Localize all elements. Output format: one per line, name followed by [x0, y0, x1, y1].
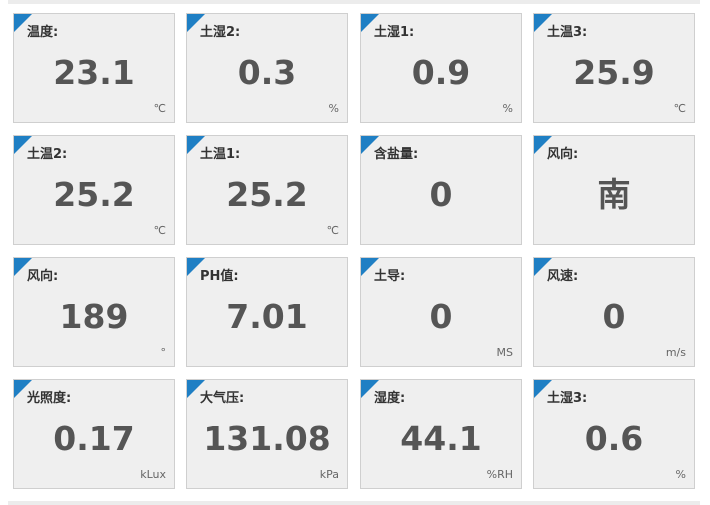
sensor-unit: ℃ — [153, 224, 166, 237]
sensor-unit: ℃ — [326, 224, 339, 237]
sensor-unit: ℃ — [673, 102, 686, 115]
top-divider — [8, 0, 700, 4]
corner-marker-icon — [187, 14, 205, 32]
sensor-card-ph: PH值: 7.01 — [186, 257, 348, 367]
sensor-card-illuminance: 光照度: 0.17 kLux — [13, 379, 175, 489]
sensor-value: 44.1 — [400, 419, 482, 458]
sensor-label: 土导: — [374, 269, 406, 284]
sensor-label: 大气压: — [200, 391, 245, 406]
sensor-unit: % — [502, 102, 513, 115]
sensor-value: 7.01 — [226, 297, 308, 336]
sensor-card-humidity: 湿度: 44.1 %RH — [360, 379, 522, 489]
corner-marker-icon — [534, 136, 552, 154]
sensor-label: 含盐量: — [374, 147, 419, 162]
sensor-card-wind-speed: 风速: 0 m/s — [533, 257, 695, 367]
sensor-card-soil-moisture-3: 土湿3: 0.6 % — [533, 379, 695, 489]
corner-marker-icon — [14, 136, 32, 154]
sensor-label: 光照度: — [27, 391, 72, 406]
sensor-label: 风向: — [547, 147, 579, 162]
sensor-label: 风向: — [27, 269, 59, 284]
sensor-value: 0.6 — [584, 419, 644, 458]
corner-marker-icon — [187, 380, 205, 398]
sensor-unit: m/s — [665, 346, 686, 359]
sensor-label: 温度: — [27, 25, 59, 40]
sensor-value: 0 — [429, 297, 453, 336]
corner-marker-icon — [187, 136, 205, 154]
corner-marker-icon — [534, 380, 552, 398]
sensor-label: 土温2: — [27, 147, 68, 162]
sensor-label: PH值: — [200, 269, 239, 284]
sensor-unit: kPa — [319, 468, 339, 481]
corner-marker-icon — [361, 380, 379, 398]
corner-marker-icon — [534, 258, 552, 276]
sensor-card-wind-direction-text: 风向: 南 — [533, 135, 695, 245]
sensor-value: 0 — [429, 175, 453, 214]
bottom-divider — [8, 501, 700, 505]
sensor-card-soil-temperature-3: 土温3: 25.9 ℃ — [533, 13, 695, 123]
sensor-unit: ° — [160, 346, 167, 359]
sensor-value: 23.1 — [53, 53, 135, 92]
sensor-value: 0.9 — [411, 53, 471, 92]
sensor-unit: kLux — [140, 468, 166, 481]
corner-marker-icon — [14, 14, 32, 32]
sensor-unit: %RH — [486, 468, 513, 481]
corner-marker-icon — [361, 258, 379, 276]
sensor-card-soil-moisture-2: 土湿2: 0.3 % — [186, 13, 348, 123]
corner-marker-icon — [14, 258, 32, 276]
sensor-label: 土湿1: — [374, 25, 415, 40]
corner-marker-icon — [14, 380, 32, 398]
sensor-value: 189 — [59, 297, 129, 336]
sensor-unit: % — [675, 468, 686, 481]
sensor-label: 湿度: — [374, 391, 406, 406]
sensor-card-salinity: 含盐量: 0 — [360, 135, 522, 245]
sensor-value: 25.9 — [573, 53, 655, 92]
sensor-label: 土温1: — [200, 147, 241, 162]
corner-marker-icon — [187, 258, 205, 276]
sensor-value: 南 — [597, 175, 631, 214]
sensor-label: 风速: — [547, 269, 579, 284]
sensor-card-soil-moisture-1: 土湿1: 0.9 % — [360, 13, 522, 123]
sensor-unit: MS — [496, 346, 513, 359]
sensor-value: 131.08 — [203, 419, 331, 458]
sensor-unit: ℃ — [153, 102, 166, 115]
sensor-value: 0.3 — [237, 53, 297, 92]
sensor-card-wind-direction-degrees: 风向: 189 ° — [13, 257, 175, 367]
sensor-card-air-pressure: 大气压: 131.08 kPa — [186, 379, 348, 489]
sensor-value: 25.2 — [53, 175, 135, 214]
sensor-card-temperature: 温度: 23.1 ℃ — [13, 13, 175, 123]
sensor-card-soil-temperature-2: 土温2: 25.2 ℃ — [13, 135, 175, 245]
sensor-label: 土湿3: — [547, 391, 588, 406]
corner-marker-icon — [361, 136, 379, 154]
sensor-card-soil-temperature-1: 土温1: 25.2 ℃ — [186, 135, 348, 245]
sensor-value: 0 — [602, 297, 626, 336]
sensor-unit: % — [328, 102, 339, 115]
sensor-card-soil-conductivity: 土导: 0 MS — [360, 257, 522, 367]
sensor-label: 土湿2: — [200, 25, 241, 40]
sensor-value: 25.2 — [226, 175, 308, 214]
corner-marker-icon — [361, 14, 379, 32]
sensor-value: 0.17 — [53, 419, 135, 458]
sensor-label: 土温3: — [547, 25, 588, 40]
corner-marker-icon — [534, 14, 552, 32]
